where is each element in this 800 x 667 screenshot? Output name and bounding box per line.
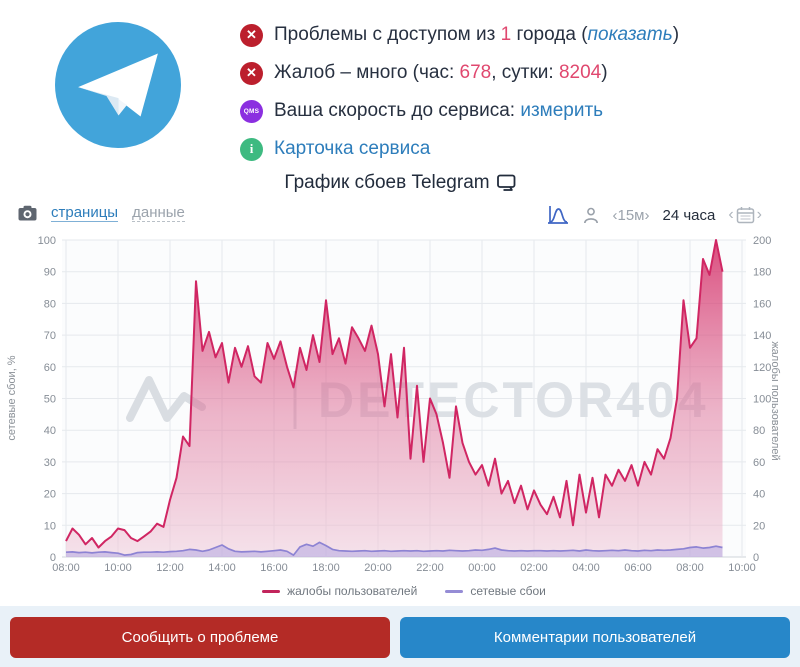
y-left-title: сетевые сбои, % [6,355,18,440]
svg-text:90: 90 [44,267,56,279]
complaints-day-count: 8204 [558,62,602,83]
status-line-access: ✕ Проблемы с доступом из 1 города (показ… [240,16,679,54]
status-list: ✕ Проблемы с доступом из 1 города (показ… [240,16,679,168]
status-line-speed: QMS Ваша скорость до сервиса: измерить [240,92,679,130]
show-link[interactable]: показать [587,24,673,45]
paper-plane-icon [55,22,181,148]
chart-legend: жалобы пользователей сетевые сбои [62,584,746,598]
svg-text:06:00: 06:00 [624,562,652,574]
user-filter-button[interactable] [583,207,599,224]
legend-swatch-complaints [262,589,281,593]
legend-swatch-network [445,589,464,593]
service-card-link[interactable]: Карточка сервиса [274,138,431,159]
chart-toolbar: страницы данные ‹15м› 24 часа ‹ › [0,204,800,234]
svg-text:180: 180 [753,267,771,279]
screenshot-camera-button[interactable] [18,205,37,221]
interval-control[interactable]: ‹15м› [612,206,650,224]
svg-text:40: 40 [44,425,56,437]
svg-text:0: 0 [50,552,56,564]
svg-text:10:00: 10:00 [728,562,756,574]
svg-text:08:00: 08:00 [676,562,704,574]
report-problem-button[interactable]: Сообщить о проблеме [10,617,390,658]
svg-text:80: 80 [753,425,765,437]
svg-text:50: 50 [44,394,56,406]
svg-text:40: 40 [753,489,765,501]
legend-label: жалобы пользователей [287,584,418,598]
svg-text:14:00: 14:00 [208,562,236,574]
info-icon: i [240,137,263,161]
status-speed-text: Ваша скорость до сервиса: измерить [274,100,604,121]
city-count: 1 [500,24,512,45]
legend-label: сетевые сбои [470,584,546,598]
svg-text:200: 200 [753,235,771,247]
status-complaints-text: Жалоб – много (час: 678, сутки: 8204) [274,62,608,83]
svg-text:160: 160 [753,298,771,310]
status-line-complaints: ✕ Жалоб – много (час: 678, сутки: 8204) [240,54,679,92]
error-icon: ✕ [240,61,263,85]
svg-text:02:00: 02:00 [520,562,548,574]
svg-text:20: 20 [44,489,56,501]
tab-data[interactable]: данные [132,204,185,222]
svg-text:140: 140 [753,330,771,342]
svg-text:60: 60 [44,362,56,374]
svg-text:10: 10 [44,520,56,532]
svg-text:20: 20 [753,520,765,532]
svg-text:18:00: 18:00 [312,562,340,574]
svg-text:0: 0 [753,552,759,564]
error-icon: ✕ [240,23,263,47]
y-right-title: жалобы пользователей [769,341,781,460]
measure-link[interactable]: измерить [520,100,604,121]
svg-text:12:00: 12:00 [156,562,184,574]
legend-item-complaints[interactable]: жалобы пользователей [262,584,417,598]
footer: Сообщить о проблеме Комментарии пользова… [0,606,800,667]
svg-text:16:00: 16:00 [260,562,288,574]
range-label[interactable]: 24 часа [662,206,716,224]
person-icon [584,207,599,223]
svg-text:100: 100 [38,235,56,247]
chart-title: График сбоев Telegram [0,172,800,197]
svg-text:30: 30 [44,457,56,469]
svg-text:80: 80 [44,298,56,310]
monitor-icon [496,174,516,197]
svg-text:22:00: 22:00 [416,562,444,574]
svg-text:70: 70 [44,330,56,342]
outage-chart[interactable]: DETECTOR404 0 10 20 30 40 50 60 70 80 90 100 0 20 40 60… [0,233,800,578]
svg-text:120: 120 [753,362,771,374]
svg-text:10:00: 10:00 [104,562,132,574]
axis-tick-labels: 0 10 20 30 40 50 60 70 80 90 100 0 20 40 60 80 100 120 140… [38,235,772,574]
svg-text:00:00: 00:00 [468,562,496,574]
complaints-hour-count: 678 [459,62,492,83]
calendar-icon [736,207,754,224]
comments-button[interactable]: Комментарии пользователей [400,617,790,658]
histogram-icon [548,206,569,224]
svg-text:04:00: 04:00 [572,562,600,574]
calendar-control[interactable]: ‹ › [728,206,762,224]
svg-text:08:00: 08:00 [52,562,80,574]
status-access-text: Проблемы с доступом из 1 города (показат… [274,24,680,45]
legend-item-network[interactable]: сетевые сбои [445,584,546,598]
distribution-chart-button[interactable] [546,204,570,226]
svg-text:60: 60 [753,457,765,469]
svg-text:20:00: 20:00 [364,562,392,574]
svg-text:100: 100 [753,394,771,406]
qms-icon: QMS [240,99,263,123]
chevron-left-icon[interactable]: ‹ [728,206,734,223]
status-line-card: i Карточка сервиса [240,130,679,168]
tab-pages[interactable]: страницы [51,204,119,222]
camera-icon [18,205,37,221]
telegram-logo [55,22,181,148]
chevron-right-icon[interactable]: › [756,206,762,223]
